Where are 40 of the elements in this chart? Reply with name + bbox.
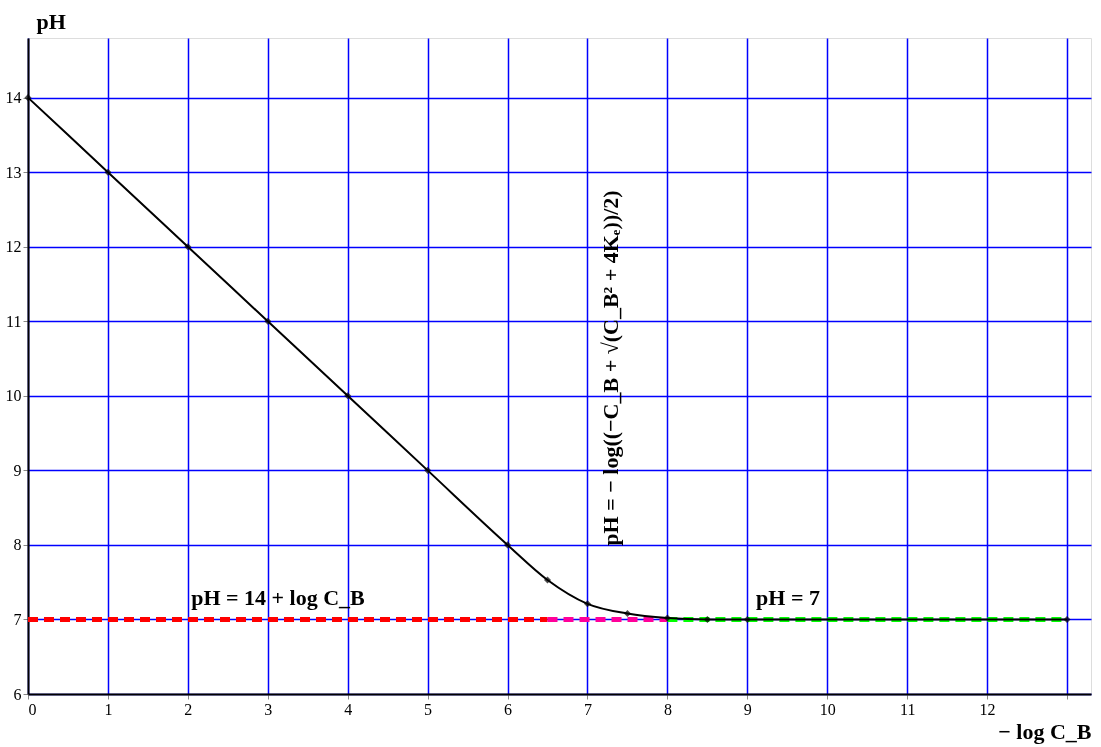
point: [623, 609, 631, 618]
y-tick-label: 11: [6, 312, 22, 330]
y-tick-label: 13: [5, 163, 22, 181]
x-tick-label: 11: [899, 700, 916, 718]
annotation: pH = − log((−C_B + √(C_B² + 4Kₑ))/2): [598, 190, 623, 546]
point: [743, 615, 751, 623]
x-tick-label: 10: [819, 700, 836, 718]
point: [104, 168, 112, 176]
point: [583, 600, 592, 608]
x-tick-label: 1: [104, 700, 113, 718]
point: [184, 243, 192, 251]
x-tick-label: 5: [424, 700, 433, 718]
y-tick-label: 7: [13, 610, 22, 628]
point: [543, 576, 552, 584]
x-tick-label: 8: [663, 700, 672, 718]
x-tick-label: 4: [344, 700, 353, 718]
y-tick-label: 10: [5, 387, 22, 405]
y-tick-label: 9: [13, 461, 22, 479]
y-tick-label: 8: [13, 536, 22, 554]
point: [344, 392, 352, 400]
x-axis-title: − log C_B: [998, 718, 1092, 744]
point: [24, 94, 32, 102]
y-tick-label: 14: [5, 89, 22, 107]
point: [663, 614, 671, 622]
x-tick-label: 7: [583, 700, 592, 718]
point: [504, 541, 512, 549]
annotation: pH = 7: [756, 585, 820, 610]
x-tick-label: 2: [184, 700, 193, 718]
x-tick-label: 3: [264, 700, 273, 718]
point: [264, 317, 272, 325]
point: [703, 615, 711, 623]
x-tick-label: 6: [504, 700, 513, 718]
y-tick-label: 6: [13, 685, 22, 703]
x-tick-label: 0: [28, 700, 37, 718]
y-tick-label: 12: [5, 238, 22, 256]
point: [424, 466, 432, 474]
x-tick-label: 12: [979, 700, 996, 718]
y-axis-title: pH: [36, 8, 66, 34]
x-tick-label: 9: [743, 700, 752, 718]
point: [1063, 615, 1071, 623]
